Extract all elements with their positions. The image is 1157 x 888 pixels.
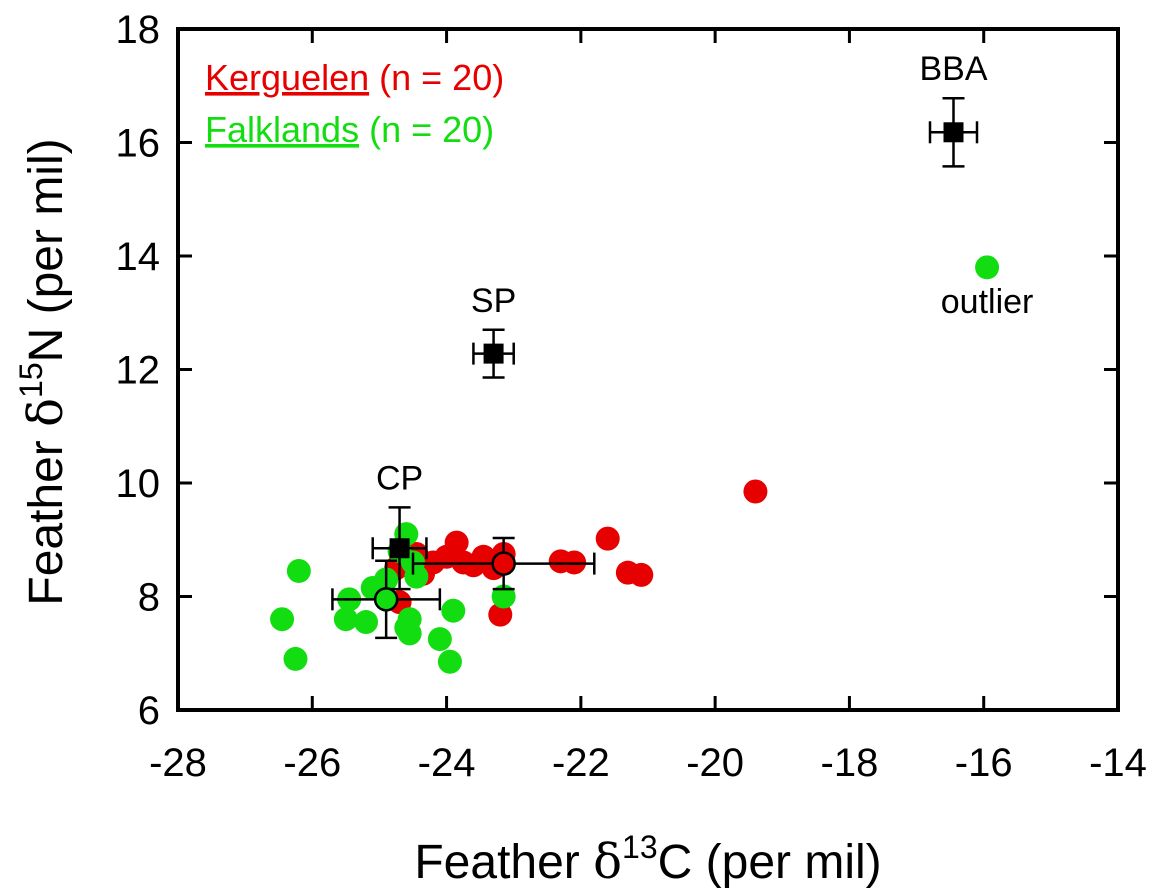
x-tick-label: -18 [821, 741, 879, 785]
legend-series-name: Kerguelen [205, 57, 369, 98]
falklands-point [283, 646, 308, 671]
y-tick-label: 18 [116, 8, 161, 52]
kerguelen-point [629, 562, 654, 587]
cp-reference-marker [389, 538, 410, 559]
falklands-point [286, 558, 311, 583]
cp-reference-label: CP [376, 459, 423, 497]
falklands-point [404, 564, 429, 589]
y-axis-title: Feather δ15N (per mil) [13, 138, 74, 605]
x-axis-title: Feather δ13C (per mil) [414, 829, 881, 888]
kerguelen-mean-marker [491, 551, 516, 576]
x-tick-label: -14 [1089, 741, 1147, 785]
falklands-mean-marker [373, 587, 399, 612]
y-tick-label: 16 [116, 122, 161, 166]
falklands-point [975, 255, 1000, 280]
legend-series-name: Falklands [205, 109, 359, 150]
y-axis: 6 8 10 12 14 16 18 [116, 8, 1118, 733]
kerguelen-point [743, 479, 768, 504]
plot-marks: BBA SP CP outlier [270, 50, 1033, 674]
x-tick-label: -26 [283, 741, 341, 785]
falklands-point [437, 649, 462, 674]
x-axis: -28 -26 -24 -22 -20 -18 -16 -14 [149, 29, 1147, 785]
kerguelen-point [444, 530, 469, 555]
falklands-point [270, 607, 295, 632]
y-tick-label: 14 [116, 235, 161, 279]
sp-reference-label: SP [471, 282, 516, 320]
x-tick-label: -16 [955, 741, 1013, 785]
y-tick-label: 8 [138, 576, 160, 620]
kerguelen-point [488, 602, 513, 627]
legend: Kerguelen (n = 20)Falklands (n = 20) [205, 57, 504, 150]
y-tick-label: 10 [116, 462, 161, 506]
falklands-point [333, 607, 358, 632]
sp-reference-marker [483, 343, 504, 364]
falklands-point [441, 598, 466, 623]
falklands-point [491, 584, 516, 609]
x-tick-label: -28 [149, 741, 207, 785]
falklands-point [397, 621, 422, 646]
y-tick-label: 12 [116, 349, 161, 393]
legend-entry-kerguelen: Kerguelen (n = 20) [205, 57, 504, 98]
legend-series-count: (n = 20) [369, 57, 504, 98]
falklands-point [354, 610, 378, 635]
outlier-annotation: outlier [941, 283, 1034, 321]
legend-series-count: (n = 20) [359, 109, 494, 150]
x-tick-label: -22 [552, 741, 610, 785]
x-tick-label: -24 [418, 741, 476, 785]
falklands-point [427, 627, 452, 652]
bba-reference-marker [943, 122, 964, 143]
bba-reference-label: BBA [919, 50, 987, 88]
legend-entry-falklands: Falklands (n = 20) [205, 109, 494, 150]
kerguelen-point [595, 526, 620, 551]
y-tick-label: 6 [138, 689, 160, 733]
x-tick-label: -20 [686, 741, 744, 785]
